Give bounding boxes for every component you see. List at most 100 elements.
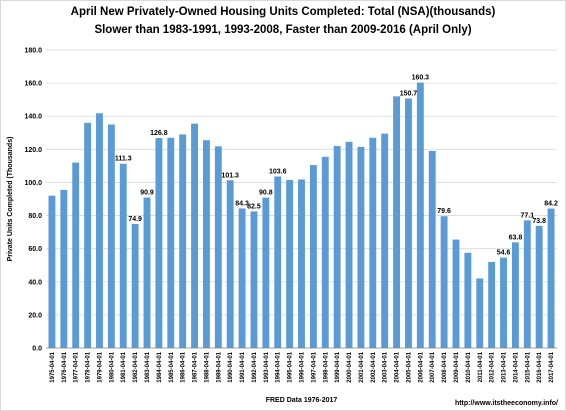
x-axis-title: FRED Data 1976-2017 (266, 397, 338, 404)
bars (48, 82, 555, 349)
y-tick-label: 120.0 (24, 147, 42, 154)
x-tick-label: 1998-04-01 (323, 351, 329, 382)
bar (452, 239, 460, 348)
y-tick-label: 20.0 (28, 312, 42, 319)
x-tick-label: 1996-04-01 (300, 351, 306, 382)
bar (226, 180, 234, 348)
bar (131, 223, 139, 348)
y-tick-label: 40.0 (28, 279, 42, 286)
bar (298, 179, 305, 348)
x-tick-label: 1986-04-01 (181, 351, 187, 382)
x-tick-label: 1983-04-01 (145, 351, 151, 382)
bar (202, 140, 210, 348)
bar (357, 146, 365, 348)
x-tick-label: 2011-04-01 (478, 351, 484, 382)
bar (428, 150, 436, 348)
bar (214, 146, 222, 348)
x-tick-label: 2001-04-01 (359, 351, 365, 382)
y-tick-label: 140.0 (24, 114, 42, 121)
data-label: 73.8 (532, 218, 546, 225)
x-tick-label: 1979-04-01 (97, 351, 103, 382)
x-tick-label: 1978-04-01 (86, 351, 92, 382)
data-label: 90.9 (140, 190, 154, 197)
chart-title: April New Privately-Owned Housing Units … (70, 6, 496, 18)
bar (511, 242, 519, 348)
x-tick-label: 1984-04-01 (157, 351, 163, 382)
x-tick-label: 1992-04-01 (252, 351, 258, 382)
x-tick-label: 1987-04-01 (193, 351, 199, 382)
x-tick-label: 2005-04-01 (406, 351, 412, 382)
data-label: 90.8 (259, 190, 273, 197)
bar (48, 195, 56, 348)
y-tick-label: 160.0 (24, 81, 42, 88)
bar (547, 208, 555, 348)
bar (488, 261, 496, 348)
bar (107, 124, 115, 348)
x-tick-label: 2012-04-01 (490, 351, 496, 382)
x-tick-label: 1976-04-01 (62, 351, 68, 382)
y-tick-label: 0.0 (32, 346, 42, 353)
bar (345, 141, 353, 348)
bar (405, 98, 412, 348)
bar (416, 82, 424, 348)
x-tick-label: 1989-04-01 (216, 351, 222, 382)
x-tick-label: 2014-04-01 (513, 351, 519, 382)
bar (321, 156, 329, 348)
bar (84, 122, 92, 348)
bar (72, 162, 80, 348)
data-label: 101.3 (221, 172, 239, 179)
y-tick-label: 100.0 (24, 180, 42, 187)
x-tick-label: 1990-04-01 (228, 351, 234, 382)
bar (464, 252, 472, 348)
bar (155, 138, 163, 348)
data-label: 77.1 (520, 212, 534, 219)
x-tick-label: 2015-04-01 (525, 351, 531, 382)
x-tick-label: 2016-04-01 (537, 351, 543, 382)
bar (60, 189, 68, 348)
x-tick-label: 1993-04-01 (264, 351, 270, 382)
bar (274, 176, 282, 348)
data-label: 84.3 (235, 200, 249, 207)
x-tick-label: 1981-04-01 (121, 351, 127, 382)
x-tick-label: 1980-04-01 (109, 351, 115, 382)
bar (191, 123, 198, 348)
bar (262, 197, 270, 348)
x-tick-label: 1977-04-01 (74, 351, 80, 382)
x-tick-label: 2010-04-01 (466, 351, 472, 382)
bar (523, 220, 531, 348)
data-label: 84.2 (544, 201, 558, 208)
x-tick-label: 1994-04-01 (276, 351, 282, 382)
bar (309, 165, 317, 348)
bar (476, 278, 484, 348)
data-labels: 111.3 74.9 90.9 126.8 101.3 84.382.5 90.8 103.6… (115, 75, 558, 257)
data-label: 160.3 (412, 75, 430, 82)
y-axis-title: Private Units Completed (Thousands) (7, 137, 14, 262)
x-tick-label: 2006-04-01 (418, 351, 424, 382)
x-tick-label: 2004-04-01 (395, 351, 401, 382)
x-tick-label: 1999-04-01 (335, 351, 341, 382)
bar (143, 197, 151, 348)
data-label: 63.8 (509, 234, 523, 241)
bar (96, 113, 103, 349)
bar (238, 208, 246, 348)
data-label: 54.6 (497, 250, 511, 257)
bar (381, 133, 389, 348)
y-axis-ticks: 0.0 20.0 40.0 60.0 80.0 100.0 120.0 140.0 160.0 1… (24, 48, 42, 353)
bar (250, 211, 258, 348)
bar (393, 96, 401, 348)
x-tick-label: 2013-04-01 (502, 351, 508, 382)
source-note: http://www.itstheeconomy.info/ (455, 400, 558, 407)
bar (500, 257, 507, 348)
y-tick-label: 80.0 (28, 213, 42, 220)
bar (167, 137, 175, 348)
data-label: 103.6 (269, 168, 287, 175)
x-tick-label: 2007-04-01 (430, 351, 436, 382)
y-tick-label: 180.0 (24, 48, 42, 55)
data-label: 111.3 (115, 156, 132, 163)
bar (286, 179, 294, 348)
x-tick-label: 1988-04-01 (204, 351, 210, 382)
x-tick-label: 2002-04-01 (371, 351, 377, 382)
x-tick-label: 2003-04-01 (383, 351, 389, 382)
data-label: 79.6 (437, 208, 451, 215)
